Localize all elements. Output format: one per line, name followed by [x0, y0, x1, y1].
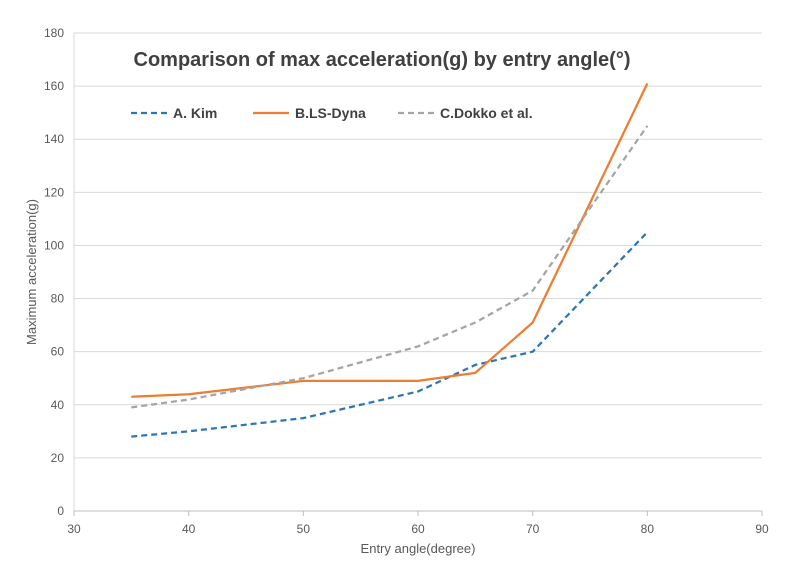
x-tick-label: 30 [67, 522, 81, 536]
x-tick-label: 40 [182, 522, 196, 536]
x-tick-label: 60 [411, 522, 425, 536]
y-tick-label: 40 [51, 398, 65, 412]
series-lines [131, 83, 649, 438]
y-axis-title: Maximum acceleration(g) [24, 199, 39, 345]
legend-label: C.Dokko et al. [440, 105, 533, 121]
chart-title: Comparison of max acceleration(g) by ent… [134, 49, 631, 71]
y-tick-label: 60 [51, 345, 65, 359]
axes: 0 20 40 60 80 100 120 140 160 180 30 40 50 60 70 80 90 [44, 26, 769, 536]
x-tick-label: 50 [297, 522, 311, 536]
legend-label: B.LS-Dyna [295, 105, 366, 121]
y-tick-label: 0 [57, 504, 64, 518]
legend-label: A. Kim [173, 105, 217, 121]
series-line-1 [131, 231, 649, 438]
x-tick-label: 80 [641, 522, 655, 536]
series-line-3 [131, 125, 649, 409]
y-tick-label: 20 [51, 451, 65, 465]
x-axis-title: Entry angle(degree) [361, 541, 476, 556]
x-tick-label: 90 [755, 522, 769, 536]
y-tick-label: 160 [44, 79, 64, 93]
y-tick-label: 80 [51, 292, 65, 306]
y-tick-label: 180 [44, 26, 64, 40]
x-tick-label: 70 [526, 522, 540, 536]
grid-lines [74, 32, 762, 512]
y-tick-label: 140 [44, 132, 64, 146]
y-tick-label: 100 [44, 238, 64, 252]
y-tick-label: 120 [44, 185, 64, 199]
legend: A. Kim B.LS-Dyna C.Dokko et al. [131, 105, 533, 121]
series-line-2 [131, 83, 649, 398]
